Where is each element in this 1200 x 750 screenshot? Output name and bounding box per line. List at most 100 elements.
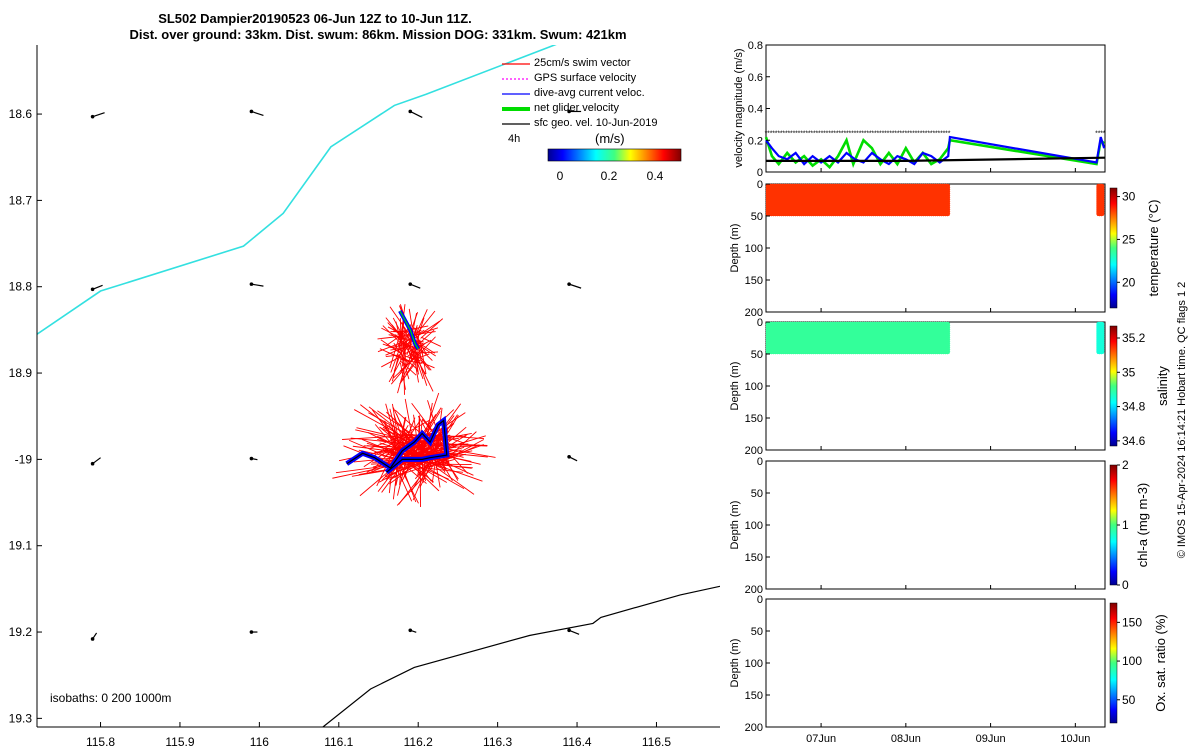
- map-x-tick-label: 115.8: [86, 735, 115, 749]
- legend-sfc-label: sfc geo. vel. 10-Jun-2019: [534, 117, 658, 129]
- gps-marker: *: [879, 130, 882, 137]
- footer-credit: © IMOS 15-Apr-2024 16:14:21 Hobart time.…: [1176, 282, 1188, 559]
- colorbar-tick-label: 150: [1122, 615, 1142, 629]
- depth-tick-label: 150: [745, 275, 763, 287]
- chl-axes-box: [765, 460, 1106, 590]
- gps-marker: *: [805, 130, 808, 137]
- swim-vector: [385, 403, 397, 440]
- salinity-colorbar-label: salinity: [1155, 366, 1170, 406]
- colorbar-tick-label: 30: [1122, 190, 1136, 204]
- oxygen-axes-box: [765, 598, 1106, 728]
- gps-marker: *: [788, 130, 791, 137]
- swim-vector: [351, 466, 410, 477]
- swim-vector: [389, 333, 401, 369]
- colorbar-tick-1: 0.2: [601, 169, 618, 183]
- depth-tick-label: 100: [745, 520, 763, 532]
- swim-vector: [393, 342, 407, 363]
- profile-data-block: [1096, 183, 1105, 217]
- depth-tick-label: 100: [745, 658, 763, 670]
- depth-tick-label: 50: [751, 626, 763, 638]
- velocity-y-tick-label: 0.2: [748, 135, 763, 147]
- chl-colorbar-label: chl-a (mg m-3): [1135, 483, 1150, 568]
- legend-swim-label: 25cm/s swim vector: [534, 57, 631, 69]
- gps-marker: *: [877, 130, 880, 137]
- gps-marker: *: [770, 130, 773, 137]
- velocity-series: * * * * * * * * * * * * * * * * * * * * * * * * * * * * * * * * * * * * * * * *…: [765, 130, 1106, 170]
- swim-vector: [392, 403, 400, 444]
- gps-marker: *: [838, 130, 841, 137]
- velocity-panel: velocity magnitude (m/s) * * * * * * * * * * * * * * *…: [733, 44, 1106, 173]
- gps-marker: *: [777, 130, 780, 137]
- gps-marker: *: [910, 130, 913, 137]
- swim-vector: [414, 327, 422, 360]
- gps-marker: *: [851, 130, 854, 137]
- gps-marker: *: [793, 130, 796, 137]
- colorbar-tick-label: 100: [1122, 654, 1142, 668]
- swim-vector: [398, 325, 429, 333]
- swim-vector: [342, 435, 399, 440]
- swim-vector: [404, 335, 406, 362]
- gps-marker: *: [818, 130, 821, 137]
- isobaths-label: isobaths: 0 200 1000m: [50, 691, 171, 705]
- gps-marker: *: [833, 130, 836, 137]
- map-x-tick-label: 116.1: [324, 735, 353, 749]
- map-y-tick-label: 18.9: [9, 366, 33, 380]
- colorbar-tick-label: 1: [1122, 518, 1129, 532]
- velocity-y-tick-label: 0.6: [748, 72, 763, 84]
- colorbar-tick-label: 35.2: [1122, 331, 1146, 345]
- swim-vector: [411, 402, 442, 443]
- sfc-vector: [251, 283, 264, 287]
- depth-tick-label: 200: [745, 584, 763, 596]
- depth-tick-label: 200: [745, 722, 763, 734]
- map-x-tick-label: 116.2: [404, 735, 433, 749]
- title-line-2: Dist. over ground: 33km. Dist. swum: 86k…: [129, 27, 626, 42]
- sfc-vector: [92, 112, 105, 118]
- dive-avg-velocity-line: [765, 135, 1106, 166]
- swim-vectors-north: [377, 304, 444, 395]
- swim-vector: [394, 409, 423, 436]
- gps-marker: *: [943, 130, 946, 137]
- gps-marker: *: [828, 130, 831, 137]
- map-x-tick-label: 116: [250, 735, 269, 749]
- map-y-tick-label: 19.3: [9, 711, 33, 725]
- map-y-tick-label: 19.2: [9, 625, 33, 639]
- swim-vector: [423, 458, 455, 469]
- swim-vector: [416, 353, 430, 360]
- gps-marker: *: [935, 130, 938, 137]
- swim-vector: [385, 466, 424, 480]
- map-x-tick-label: 116.4: [562, 735, 591, 749]
- depth-tick-label: 50: [751, 211, 763, 223]
- gps-marker: *: [899, 130, 902, 137]
- depth-tick-label: 150: [745, 690, 763, 702]
- depth-tick-label: 50: [751, 349, 763, 361]
- gps-marker: *: [874, 130, 877, 137]
- map-y-tick-label: 19.1: [9, 539, 33, 553]
- depth-tick-label: 100: [745, 243, 763, 255]
- gps-marker: *: [836, 130, 839, 137]
- gps-marker: *: [930, 130, 933, 137]
- gps-marker: *: [907, 130, 910, 137]
- salinity-ylabel: Depth (m): [729, 362, 741, 411]
- swim-vector: [385, 354, 400, 358]
- isobath-line: [322, 585, 720, 727]
- sfc-vector-origin: [567, 282, 571, 286]
- time-tick-label: 07Jun: [806, 733, 836, 745]
- map-ticks: 115.8 115.9 116 116.1 116.2 116.3 116.4 116.5 18…: [9, 107, 672, 749]
- colorbar-tick-label: 34.8: [1122, 400, 1146, 414]
- gps-marker: *: [772, 130, 775, 137]
- swim-vector: [396, 467, 433, 506]
- colorbar: [1109, 325, 1118, 447]
- gps-marker: *: [912, 130, 915, 137]
- gps-marker: *: [810, 130, 813, 137]
- swim-vector: [387, 351, 413, 363]
- colorbar-tick-2: 0.4: [647, 169, 664, 183]
- swim-vector: [442, 456, 459, 480]
- gps-marker: *: [882, 130, 885, 137]
- gps-marker: *: [854, 130, 857, 137]
- gps-marker: *: [904, 130, 907, 137]
- map-x-tick-label: 116.3: [483, 735, 512, 749]
- gps-marker: *: [826, 130, 829, 137]
- gps-marker: *: [940, 130, 943, 137]
- swim-vector: [412, 331, 436, 336]
- gps-marker: *: [917, 130, 920, 137]
